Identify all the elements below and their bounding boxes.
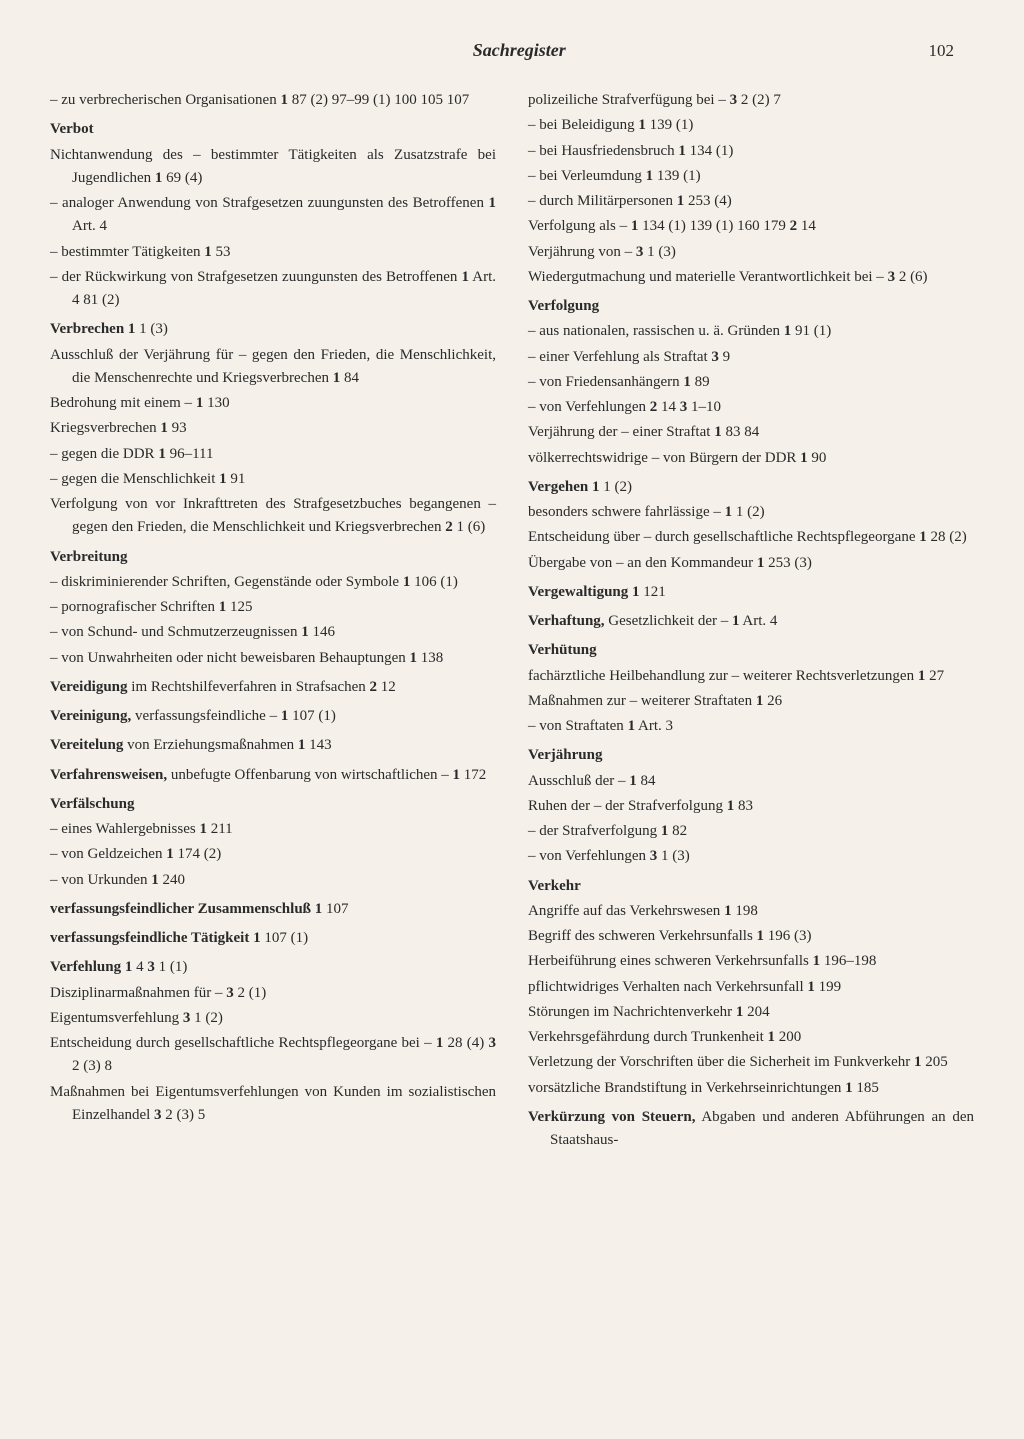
index-entry: Übergabe von – an den Kommandeur 1 253 (… <box>528 552 974 575</box>
index-entry: vorsätzliche Brandstiftung in Verkehrsei… <box>528 1077 974 1100</box>
index-entry: völkerrechtswidrige – von Bürgern der DD… <box>528 447 974 470</box>
index-entry: Vereinigung, verfassungsfeindliche – 1 1… <box>50 705 496 728</box>
index-entry: Kriegsverbrechen 1 93 <box>50 417 496 440</box>
index-entry: – durch Militärpersonen 1 253 (4) <box>528 190 974 213</box>
index-entry: – bei Hausfriedensbruch 1 134 (1) <box>528 140 974 163</box>
index-entry: – aus nationalen, rassischen u. ä. Gründ… <box>528 320 974 343</box>
index-entry: Angriffe auf das Verkehrswesen 1 198 <box>528 900 974 923</box>
index-entry: Nichtanwendung des – bestimmter Tätigkei… <box>50 144 496 191</box>
index-entry: Verkehrsgefährdung durch Trunkenheit 1 2… <box>528 1026 974 1049</box>
index-entry: Maßnahmen bei Eigentumsverfehlungen von … <box>50 1081 496 1128</box>
index-entry: Verbreitung <box>50 546 496 569</box>
index-entry: Verfehlung 1 4 3 1 (1) <box>50 956 496 979</box>
index-entry: Vergehen 1 1 (2) <box>528 476 974 499</box>
index-entry: besonders schwere fahrlässige – 1 1 (2) <box>528 501 974 524</box>
index-entry: fachärztliche Heilbehandlung zur – weite… <box>528 665 974 688</box>
index-entry: – zu verbrecherischen Organisationen 1 8… <box>50 89 496 112</box>
index-entry: Verbot <box>50 118 496 141</box>
index-entry: – eines Wahlergebnisses 1 211 <box>50 818 496 841</box>
index-entry: Eigentumsverfehlung 3 1 (2) <box>50 1007 496 1030</box>
index-entry: Ausschluß der – 1 84 <box>528 770 974 793</box>
index-entry: – gegen die DDR 1 96–111 <box>50 443 496 466</box>
index-entry: Verbrechen 1 1 (3) <box>50 318 496 341</box>
index-entry: Störungen im Nachrichtenverkehr 1 204 <box>528 1001 974 1024</box>
index-entry: Vergewaltigung 1 121 <box>528 581 974 604</box>
index-entry: Bedrohung mit einem – 1 130 <box>50 392 496 415</box>
index-entry: – der Strafverfolgung 1 82 <box>528 820 974 843</box>
index-entry: polizeiliche Strafverfügung bei – 3 2 (2… <box>528 89 974 112</box>
index-entry: verfassungsfeindlicher Zusammenschluß 1 … <box>50 898 496 921</box>
index-entry: – von Schund- und Schmutzerzeugnissen 1 … <box>50 621 496 644</box>
index-entry: Entscheidung über – durch gesellschaftli… <box>528 526 974 549</box>
index-entry: – von Verfehlungen 3 1 (3) <box>528 845 974 868</box>
page-header: Sachregister 102 <box>50 40 974 61</box>
index-entry: Verkürzung von Steuern, Abgaben und ande… <box>528 1106 974 1153</box>
index-entry: Entscheidung durch gesellschaftliche Rec… <box>50 1032 496 1079</box>
right-column: polizeiliche Strafverfügung bei – 3 2 (2… <box>528 89 974 1154</box>
index-entry: Vereidigung im Rechtshilfeverfahren in S… <box>50 676 496 699</box>
index-entry: Vereitelung von Erziehungsmaßnahmen 1 14… <box>50 734 496 757</box>
index-entry: – diskriminierender Schriften, Gegenstän… <box>50 571 496 594</box>
index-entry: – der Rückwirkung von Strafgesetzen zuun… <box>50 266 496 313</box>
page-number: 102 <box>929 41 955 61</box>
page-title: Sachregister <box>110 40 929 61</box>
index-entry: Maßnahmen zur – weiterer Straftaten 1 26 <box>528 690 974 713</box>
index-entry: Herbeiführung eines schweren Verkehrsunf… <box>528 950 974 973</box>
index-entry: Verjährung von – 3 1 (3) <box>528 241 974 264</box>
index-entry: – von Friedensanhängern 1 89 <box>528 371 974 394</box>
index-entry: verfassungsfeindliche Tätigkeit 1 107 (1… <box>50 927 496 950</box>
index-entry: Ausschluß der Verjährung für – gegen den… <box>50 344 496 391</box>
index-entry: – bestimmter Tätigkeiten 1 53 <box>50 241 496 264</box>
index-entry: – von Straftaten 1 Art. 3 <box>528 715 974 738</box>
index-entry: Verfälschung <box>50 793 496 816</box>
index-entry: – von Geldzeichen 1 174 (2) <box>50 843 496 866</box>
index-entry: Disziplinarmaßnahmen für – 3 2 (1) <box>50 982 496 1005</box>
index-entry: Verhaftung, Gesetzlichkeit der – 1 Art. … <box>528 610 974 633</box>
index-entry: – pornografischer Schriften 1 125 <box>50 596 496 619</box>
index-entry: – bei Beleidigung 1 139 (1) <box>528 114 974 137</box>
index-entry: Verfolgung von vor Inkrafttreten des Str… <box>50 493 496 540</box>
index-entry: Verkehr <box>528 875 974 898</box>
index-entry: Verletzung der Vorschriften über die Sic… <box>528 1051 974 1074</box>
index-entry: – gegen die Menschlichkeit 1 91 <box>50 468 496 491</box>
index-entry: Ruhen der – der Strafverfolgung 1 83 <box>528 795 974 818</box>
index-entry: – analoger Anwendung von Strafgesetzen z… <box>50 192 496 239</box>
index-entry: Verfahrensweisen, unbefugte Offenbarung … <box>50 764 496 787</box>
left-column: – zu verbrecherischen Organisationen 1 8… <box>50 89 496 1154</box>
index-entry: pflichtwidriges Verhalten nach Verkehrsu… <box>528 976 974 999</box>
index-entry: Verjährung der – einer Straftat 1 83 84 <box>528 421 974 444</box>
index-columns: – zu verbrecherischen Organisationen 1 8… <box>50 89 974 1154</box>
index-entry: Verhütung <box>528 639 974 662</box>
index-entry: – von Verfehlungen 2 14 3 1–10 <box>528 396 974 419</box>
index-entry: Verfolgung <box>528 295 974 318</box>
index-entry: – einer Verfehlung als Straftat 3 9 <box>528 346 974 369</box>
index-entry: Verjährung <box>528 744 974 767</box>
index-entry: – bei Verleumdung 1 139 (1) <box>528 165 974 188</box>
index-entry: – von Unwahrheiten oder nicht beweisbare… <box>50 647 496 670</box>
index-entry: Begriff des schweren Verkehrsunfalls 1 1… <box>528 925 974 948</box>
index-entry: Verfolgung als – 1 134 (1) 139 (1) 160 1… <box>528 215 974 238</box>
index-entry: Wiedergutmachung und materielle Verantwo… <box>528 266 974 289</box>
index-entry: – von Urkunden 1 240 <box>50 869 496 892</box>
